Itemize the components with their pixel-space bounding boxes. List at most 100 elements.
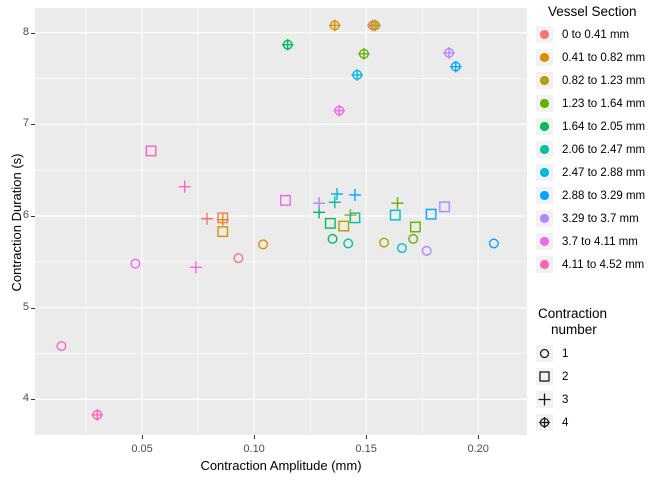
- contraction-number-legend-label: 2: [562, 370, 569, 383]
- data-point-contraction-1: [408, 233, 419, 244]
- y-tick-mark: [31, 124, 35, 126]
- data-point-contraction-2: [349, 212, 361, 224]
- data-point-contraction-2: [217, 226, 229, 238]
- contraction-number-legend-items: 1 2 3 4: [536, 342, 607, 434]
- x-tick-label: 0.15: [355, 443, 377, 455]
- data-point-contraction-2: [324, 217, 336, 229]
- data-point-contraction-1: [56, 341, 67, 352]
- data-point-contraction-3: [328, 196, 341, 209]
- contraction-number-legend-item: 4: [536, 411, 607, 434]
- circle-icon: [539, 348, 550, 359]
- scatter-plot-canvas: [35, 8, 527, 435]
- legend-color-dot-icon: [540, 191, 549, 200]
- legend-color-dot-icon: [540, 76, 549, 85]
- contraction-legend-title-line1: Contraction: [538, 306, 608, 321]
- contraction-number-legend: Contraction number 1 2 3 4: [536, 306, 607, 434]
- x-tick-mark: [254, 435, 256, 439]
- data-point-contraction-4: [369, 19, 381, 32]
- x-tick-mark: [478, 435, 480, 439]
- contraction-number-legend-item: 3: [536, 388, 607, 411]
- vessel-section-legend-label: 2.06 to 2.47 mm: [562, 143, 646, 156]
- data-point-contraction-4: [351, 69, 363, 81]
- data-point-contraction-1: [396, 243, 407, 254]
- y-axis-title: Contraction Duration (s): [9, 153, 24, 292]
- circle-plus-icon: [539, 417, 550, 428]
- vessel-section-legend-label: 0.82 to 1.23 mm: [562, 74, 646, 87]
- legend-key-box: [536, 164, 553, 181]
- vessel-section-legend-label: 3.29 to 3.7 mm: [562, 212, 639, 225]
- vessel-section-legend-label: 3.7 to 4.11 mm: [562, 235, 638, 248]
- legend-color-dot-icon: [540, 122, 549, 131]
- y-tick-mark: [31, 216, 35, 217]
- data-point-contraction-2: [145, 145, 157, 157]
- data-point-contraction-4: [443, 47, 455, 59]
- plot-panel: [35, 8, 527, 435]
- contraction-legend-title-line2: number: [551, 322, 597, 337]
- data-point-contraction-2: [409, 221, 421, 233]
- vessel-section-legend-items: 0 to 0.41 mm 0.41 to 0.82 mm 0.82 to 1.23 …: [536, 23, 645, 276]
- vessel-section-legend-item: 2.06 to 2.47 mm: [536, 138, 645, 161]
- y-tick-mark: [31, 307, 35, 309]
- legend-color-dot-icon: [540, 30, 549, 39]
- data-point-contraction-4: [91, 409, 104, 421]
- y-tick-mark: [31, 399, 35, 401]
- legend-color-dot-icon: [540, 53, 549, 62]
- legend-key-box: [536, 414, 553, 431]
- data-point-contraction-3: [331, 188, 344, 201]
- vessel-section-legend-item: 1.64 to 2.05 mm: [536, 115, 645, 138]
- data-point-contraction-1: [327, 233, 338, 244]
- y-tick-label: 6: [22, 209, 29, 221]
- y-tick-label: 5: [22, 300, 29, 313]
- vessel-section-legend-item: 1.23 to 1.64 mm: [536, 92, 645, 115]
- vessel-section-legend-label: 1.64 to 2.05 mm: [562, 120, 646, 133]
- vessel-section-legend-item: 4.11 to 4.52 mm: [536, 253, 645, 276]
- vessel-section-legend-item: 2.88 to 3.29 mm: [536, 184, 645, 207]
- data-point-contraction-2: [439, 201, 451, 213]
- data-point-contraction-3: [313, 197, 326, 210]
- vessel-section-legend: Vessel Section 0 to 0.41 mm 0.41 to 0.82 …: [536, 4, 645, 276]
- legend-key-box: [536, 72, 553, 89]
- legend-color-dot-icon: [540, 99, 549, 108]
- vessel-section-legend-item: 3.7 to 4.11 mm: [536, 230, 645, 253]
- y-tick-label: 4: [22, 392, 29, 405]
- square-icon: [539, 371, 550, 382]
- legend-color-dot-icon: [540, 145, 549, 154]
- legend-color-dot-icon: [540, 260, 549, 269]
- legend-key-box: [536, 187, 553, 204]
- x-tick-label: 0.05: [131, 443, 153, 455]
- vessel-section-legend-item: 2.47 to 2.88 mm: [536, 161, 645, 184]
- plus-icon: [538, 393, 551, 406]
- y-tick-label: 7: [22, 117, 29, 130]
- vessel-section-legend-label: 0 to 0.41 mm: [562, 28, 630, 41]
- data-point-contraction-1: [130, 258, 141, 269]
- x-tick-label: 0.20: [467, 443, 489, 455]
- data-point-contraction-2: [280, 194, 291, 206]
- data-point-contraction-1: [421, 245, 432, 256]
- contraction-number-legend-label: 3: [562, 393, 569, 406]
- data-point-contraction-1: [233, 253, 244, 264]
- data-point-contraction-4: [333, 104, 346, 117]
- contraction-number-legend-label: 1: [562, 347, 569, 360]
- data-point-contraction-3: [348, 188, 361, 201]
- legend-key-box: [536, 49, 553, 66]
- vessel-section-legend-item: 0 to 0.41 mm: [536, 23, 645, 46]
- legend-key-box: [536, 345, 553, 362]
- vessel-section-legend-item: 0.82 to 1.23 mm: [536, 69, 645, 92]
- vessel-section-legend-label: 4.11 to 4.52 mm: [562, 258, 645, 271]
- contraction-number-legend-item: 1: [536, 342, 607, 365]
- x-axis-title: Contraction Amplitude (mm): [200, 458, 362, 473]
- legend-key-box: [536, 95, 553, 112]
- data-point-contraction-1: [379, 237, 390, 248]
- data-point-contraction-3: [216, 213, 229, 226]
- data-point-contraction-2: [389, 209, 401, 221]
- data-point-contraction-2: [425, 208, 437, 220]
- contraction-number-legend-title: Contraction number: [538, 306, 607, 338]
- x-tick-mark: [142, 435, 144, 439]
- legend-key-box: [536, 391, 553, 408]
- x-tick-mark: [366, 435, 368, 439]
- legend-key-box: [536, 256, 553, 273]
- legend-color-dot-icon: [540, 214, 549, 223]
- data-point-contraction-3: [201, 212, 214, 225]
- data-point-contraction-3: [189, 261, 202, 274]
- data-point-contraction-4: [281, 38, 294, 51]
